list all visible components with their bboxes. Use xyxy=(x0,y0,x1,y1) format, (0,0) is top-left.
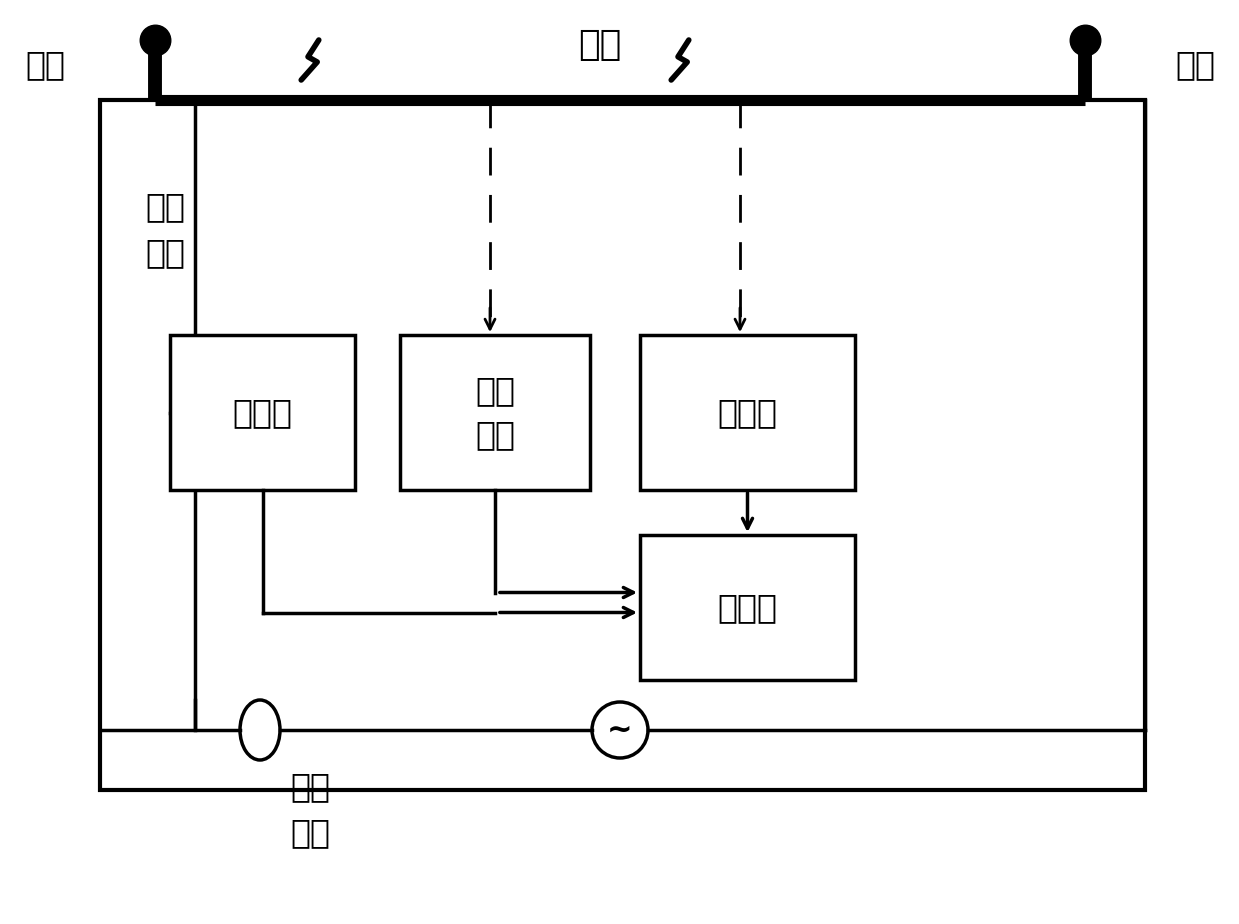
Text: 高压
探头: 高压 探头 xyxy=(145,190,185,270)
Text: ~: ~ xyxy=(607,715,633,745)
Bar xyxy=(170,335,356,490)
Text: 高速
相机: 高速 相机 xyxy=(475,374,515,451)
Bar xyxy=(641,535,855,680)
Bar xyxy=(100,100,1145,790)
Text: 示波器: 示波器 xyxy=(233,396,292,429)
Text: 光谱仪: 光谱仪 xyxy=(717,396,778,429)
Text: 电弧: 电弧 xyxy=(579,28,622,62)
Text: 电流
探头: 电流 探头 xyxy=(290,771,330,849)
Bar xyxy=(400,335,590,490)
Bar xyxy=(641,335,855,490)
Text: 上位机: 上位机 xyxy=(717,591,778,624)
Text: 电极: 电极 xyxy=(25,48,64,81)
Text: 电极: 电极 xyxy=(1175,48,1215,81)
